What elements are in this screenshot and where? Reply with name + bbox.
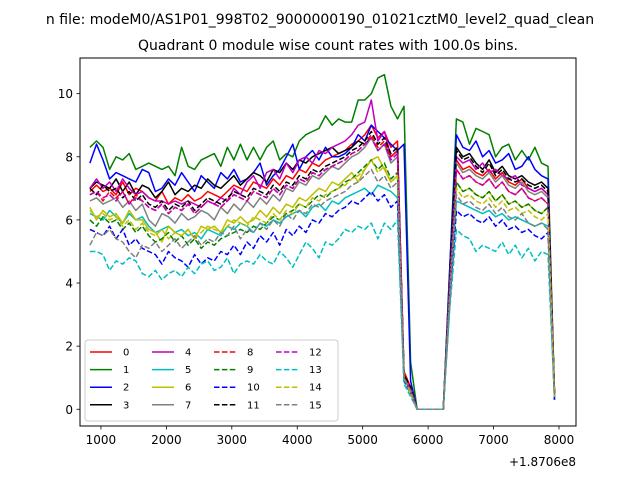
y-tick-label-2: 2 (65, 340, 73, 354)
legend-label-15: 15 (309, 400, 322, 411)
legend-label-6: 6 (185, 383, 191, 394)
chart-suptitle: n file: modeM0/AS1P01_998T02_9000000190_… (46, 12, 594, 28)
y-tick-label-10: 10 (58, 87, 73, 101)
legend-label-12: 12 (309, 348, 322, 359)
series-line-14 (89, 159, 556, 411)
x-tick-label-8000: 8000 (544, 433, 575, 447)
x-tick-label-1000: 1000 (86, 433, 117, 447)
plot-frame (79, 57, 577, 427)
x-tick-label-4000: 4000 (282, 433, 313, 447)
x-tick-label-7000: 7000 (478, 433, 509, 447)
legend-label-1: 1 (123, 365, 129, 376)
y-axis: 0 2 4 6 8 10 (58, 87, 80, 417)
y-tick-label-4: 4 (65, 277, 73, 291)
series-line-9 (89, 159, 556, 411)
x-axis: 1000 2000 3000 4000 5000 6000 7000 8000 (86, 426, 575, 447)
series-line-10 (89, 190, 556, 411)
series-line-1 (89, 73, 556, 411)
series-line-7 (89, 137, 556, 411)
legend-label-4: 4 (185, 348, 191, 359)
x-tick-label-2000: 2000 (151, 433, 182, 447)
x-tick-label-6000: 6000 (413, 433, 444, 447)
legend-label-2: 2 (123, 383, 129, 394)
x-offset-label: +1.8706e8 (509, 455, 576, 469)
series-line-0 (89, 124, 556, 411)
series-layer (89, 73, 556, 411)
series-line-15 (89, 168, 556, 411)
x-tick-label-3000: 3000 (217, 433, 248, 447)
legend-label-13: 13 (309, 365, 322, 376)
y-tick-label-8: 8 (65, 150, 73, 164)
legend-label-3: 3 (123, 400, 129, 411)
legend-label-7: 7 (185, 400, 191, 411)
legend-label-10: 10 (247, 383, 260, 394)
series-line-2 (89, 124, 556, 411)
chart-title: Quadrant 0 module wise count rates with … (138, 38, 518, 54)
y-tick-label-6: 6 (65, 213, 73, 227)
y-tick-label-0: 0 (65, 403, 73, 417)
series-line-5 (89, 184, 556, 411)
legend-frame (84, 339, 339, 422)
legend-label-9: 9 (247, 365, 253, 376)
legend-label-5: 5 (185, 365, 191, 376)
series-line-13 (89, 219, 556, 411)
series-line-11 (89, 130, 556, 411)
legend-label-11: 11 (247, 400, 260, 411)
series-line-8 (89, 133, 556, 411)
x-tick-label-5000: 5000 (347, 433, 378, 447)
legend-label-8: 8 (247, 348, 253, 359)
legend-label-14: 14 (309, 383, 322, 394)
legend-label-0: 0 (123, 348, 129, 359)
